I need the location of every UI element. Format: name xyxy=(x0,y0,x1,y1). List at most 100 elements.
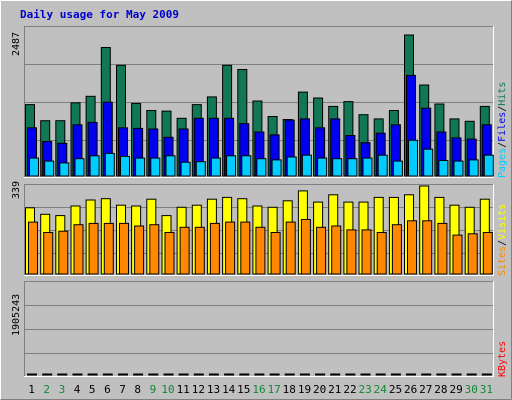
kbytes-ymax-label: 1905243 xyxy=(11,294,22,336)
day-label-29: 29 xyxy=(449,383,462,396)
day-label-1: 1 xyxy=(28,383,35,396)
kbytes-bar-day-4 xyxy=(72,373,83,376)
pages-bar-day-21 xyxy=(332,158,343,177)
day-label-8: 8 xyxy=(134,383,141,396)
kbytes-bar-day-8 xyxy=(133,373,144,376)
pages-bar-day-11 xyxy=(180,161,191,177)
kbytes-bar-day-3 xyxy=(57,373,68,376)
pages-bar-day-25 xyxy=(392,160,403,177)
kbytes-bar-day-12 xyxy=(193,373,204,376)
day-label-24: 24 xyxy=(374,383,388,396)
sites-bar-day-21 xyxy=(331,225,342,275)
legend-kbytes: KBytes xyxy=(497,341,508,377)
sites-bar-day-14 xyxy=(225,221,236,275)
day-label-12: 12 xyxy=(192,383,205,396)
day-label-3: 3 xyxy=(59,383,66,396)
legend-visits: Visits xyxy=(497,204,508,240)
kbytes-bar-day-24 xyxy=(375,373,386,376)
pages-bar-day-17 xyxy=(271,159,282,177)
sites-bar-day-15 xyxy=(240,221,251,275)
pages-bar-day-26 xyxy=(408,139,418,177)
day-label-30: 30 xyxy=(465,383,478,396)
pages-bar-day-13 xyxy=(210,157,221,177)
legend-separator: / xyxy=(497,240,508,246)
day-label-9: 9 xyxy=(150,383,157,396)
sites-bar-day-12 xyxy=(194,226,205,275)
kbytes-bar-day-10 xyxy=(163,373,174,376)
sites-bar-day-23 xyxy=(361,229,372,275)
day-label-26: 26 xyxy=(404,383,417,396)
sites-bar-day-9 xyxy=(149,224,160,275)
sites-bar-day-5 xyxy=(88,222,99,275)
day-label-23: 23 xyxy=(358,383,371,396)
sites-bar-day-1 xyxy=(28,221,38,275)
legend-label: KBytes xyxy=(497,341,508,377)
day-label-17: 17 xyxy=(268,383,281,396)
sites-bar-day-7 xyxy=(119,222,129,275)
pages-bar-day-29 xyxy=(453,160,464,177)
visits-ymax-label: 339 xyxy=(11,181,22,199)
day-label-31: 31 xyxy=(480,383,493,396)
kbytes-bar-day-9 xyxy=(148,373,159,376)
pages-bar-day-9 xyxy=(150,157,161,177)
legend-files: Files xyxy=(497,112,508,142)
sites-bar-day-26 xyxy=(407,220,417,275)
legend-label: Pages/Files/Hits xyxy=(497,82,508,178)
pages-bar-day-1 xyxy=(29,157,39,177)
day-label-6: 6 xyxy=(104,383,111,396)
pages-bar-day-22 xyxy=(347,158,358,177)
pages-bar-day-23 xyxy=(362,157,373,177)
day-label-16: 16 xyxy=(252,383,265,396)
day-label-25: 25 xyxy=(389,383,402,396)
legend-pages: Pages xyxy=(497,148,508,178)
sites-bar-day-28 xyxy=(437,222,448,275)
pages-bar-day-10 xyxy=(165,155,176,177)
day-label-10: 10 xyxy=(161,383,174,396)
day-label-14: 14 xyxy=(222,383,236,396)
day-label-11: 11 xyxy=(177,383,190,396)
legend-separator: / xyxy=(497,106,508,112)
kbytes-bar-day-16 xyxy=(254,373,265,376)
pages-bar-day-4 xyxy=(74,158,85,177)
legend-separator: / xyxy=(497,142,508,148)
sites-bar-day-13 xyxy=(209,222,220,275)
kbytes-bar-day-14 xyxy=(224,373,235,376)
pages-bar-day-8 xyxy=(135,157,146,177)
pages-bar-day-3 xyxy=(59,162,70,177)
kbytes-bar-day-20 xyxy=(315,373,326,376)
hits-files-pages-legend: Pages/Files/Hits xyxy=(497,82,508,178)
kbytes-bar-day-19 xyxy=(299,373,310,376)
pages-bar-day-6 xyxy=(104,152,115,177)
sites-bar-day-2 xyxy=(43,232,54,275)
sites-bar-day-11 xyxy=(179,226,190,275)
pages-bar-day-24 xyxy=(377,154,388,177)
sites-bar-day-6 xyxy=(103,222,114,275)
kbytes-bar-day-23 xyxy=(360,373,371,376)
kbytes-bar-day-31 xyxy=(481,373,492,376)
pages-bar-day-20 xyxy=(317,157,328,177)
day-label-21: 21 xyxy=(328,383,341,396)
kbytes-bar-day-29 xyxy=(451,373,462,376)
legend-label: Sites/Visits xyxy=(497,204,508,276)
day-label-28: 28 xyxy=(434,383,447,396)
kbytes-bar-day-15 xyxy=(239,373,250,376)
kbytes-bar-day-30 xyxy=(466,373,477,376)
kbytes-bar-day-5 xyxy=(87,373,98,376)
sites-bar-day-25 xyxy=(391,224,402,275)
day-label-7: 7 xyxy=(119,383,126,396)
kbytes-bar-day-26 xyxy=(406,373,416,376)
sites-bar-day-29 xyxy=(452,234,463,275)
day-label-2: 2 xyxy=(43,383,50,396)
sites-bar-day-19 xyxy=(300,219,311,275)
pages-bar-day-15 xyxy=(241,155,252,177)
sites-bar-day-30 xyxy=(467,233,478,275)
kbytes-bar-day-21 xyxy=(330,373,341,376)
kbytes-bar-day-27 xyxy=(421,373,432,376)
kbytes-bar-day-7 xyxy=(118,373,128,376)
sites-bar-day-18 xyxy=(285,221,296,275)
sites-bar-day-17 xyxy=(270,232,281,275)
visits-sites-legend: Sites/Visits xyxy=(497,204,508,276)
sites-bar-day-22 xyxy=(346,229,357,275)
sites-bar-day-4 xyxy=(73,224,84,275)
